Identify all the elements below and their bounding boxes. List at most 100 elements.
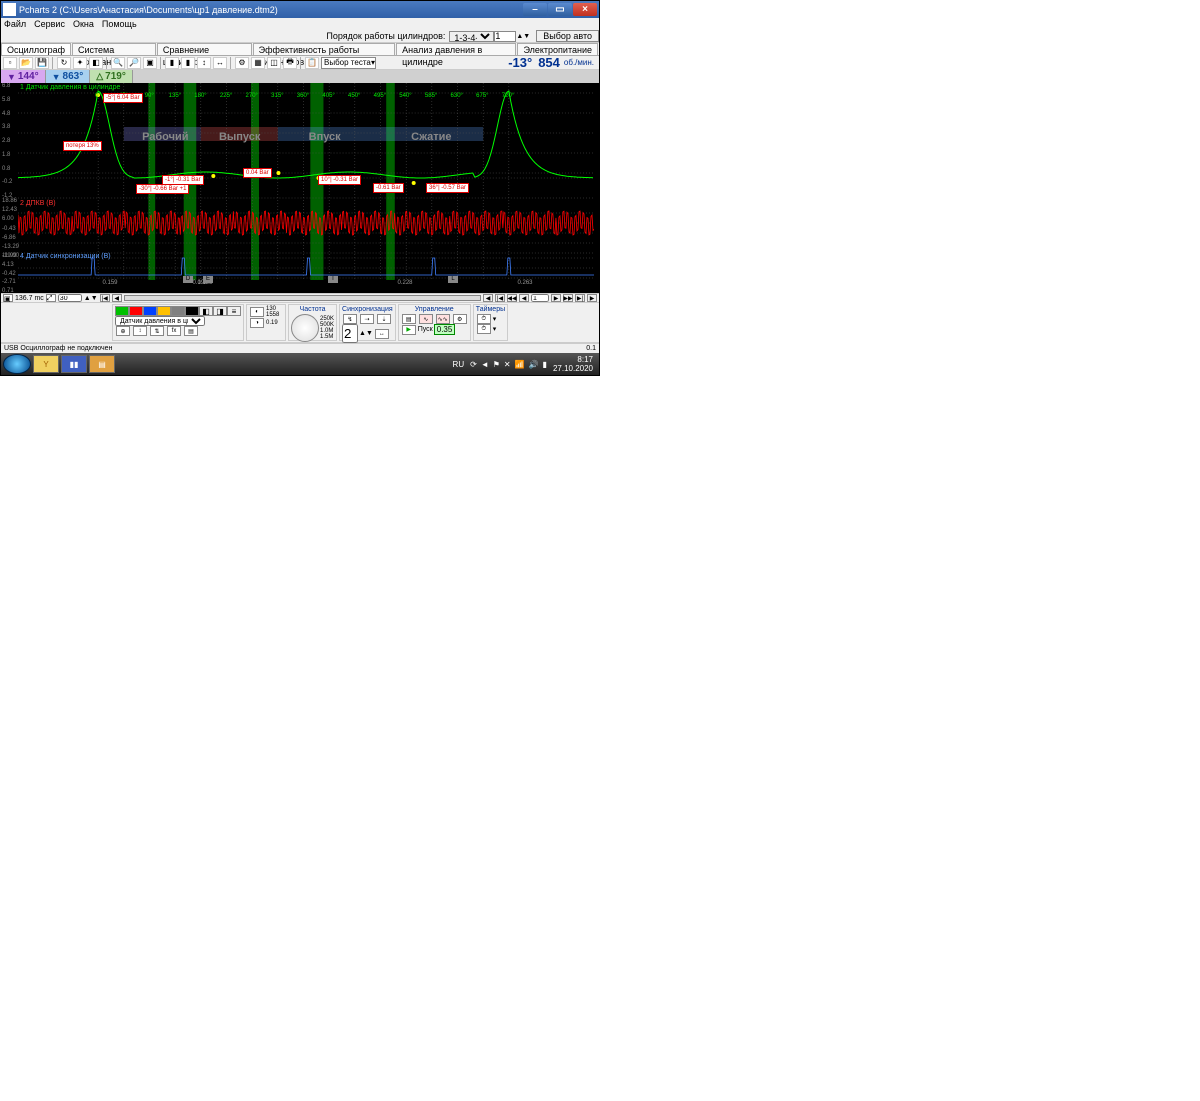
channel-toggle[interactable]: ◧ [199,306,213,316]
channel-color-button[interactable] [129,306,143,316]
grid-icon[interactable]: ▦ [251,57,265,69]
tray-icon[interactable]: 🔊 [529,360,539,369]
print-icon[interactable]: 🖶 [283,57,297,69]
maximize-button[interactable]: ▭ [548,3,572,16]
channel-toggle[interactable]: ≡ [227,306,241,316]
channel-toggle[interactable]: ◨ [213,306,227,316]
sync3[interactable]: ⇣ [377,314,391,324]
tab-pressure[interactable]: Анализ давления в цилиндре [396,43,516,55]
sync-val[interactable] [342,324,358,343]
clock[interactable]: 8:17 27.10.2020 [553,355,593,373]
tray-icon[interactable]: ⚑ [493,360,500,369]
tray-icon[interactable]: ▮ [543,360,547,369]
tab-oscilloscope[interactable]: Осциллограф [1,43,71,55]
marker-blue[interactable]: ▼863° [46,70,91,83]
timer1[interactable]: ⏱ [477,314,491,324]
app-window: Pcharts 2 (C:\Users\Анастасия\Documents\… [0,0,600,376]
nav-p4[interactable]: ◀ [519,294,529,302]
ch-btn4[interactable]: fx [167,326,181,336]
auto-select-button[interactable]: Выбор авто [536,30,599,42]
rng1[interactable]: ◐ [250,307,264,317]
nav-n4[interactable]: ▶ [587,294,597,302]
zoom-out-icon[interactable]: 🔎 [127,57,141,69]
ctrl1[interactable]: ▤ [402,314,416,324]
nav-p1[interactable]: ◀ [483,294,493,302]
rng2[interactable]: ◑ [250,318,264,328]
tab-ignition[interactable]: Система зажигания [72,43,156,55]
test-select[interactable]: Выбор теста▾ [321,57,376,69]
marker-green[interactable]: △719° [90,70,133,83]
ch-btn2[interactable]: ↕ [133,326,147,336]
new-icon[interactable]: ▫ [3,57,17,69]
start-button[interactable] [3,354,31,374]
order-spin[interactable] [494,31,516,42]
marker3-icon[interactable]: ↕ [197,57,211,69]
ch-btn3[interactable]: ⇅ [150,326,164,336]
marker1-icon[interactable]: ▮ [165,57,179,69]
refresh-icon[interactable]: ↻ [57,57,71,69]
menu-help[interactable]: Помощь [102,19,137,29]
channel-color-button[interactable] [185,306,199,316]
task-icon-2[interactable]: ▮▮ [61,355,87,373]
nav-p2[interactable]: |◀ [495,294,505,302]
cfg-icon[interactable]: ⚙ [235,57,249,69]
tool2-icon[interactable]: ◧ [89,57,103,69]
save-icon[interactable]: 💾 [35,57,49,69]
nav-prev[interactable]: ◀ [112,294,122,302]
sync1[interactable]: ↯ [343,314,357,324]
ctrl-wave1[interactable]: ∿ [419,314,433,324]
fit-icon[interactable]: ▣ [143,57,157,69]
minimize-button[interactable]: – [523,3,547,16]
tray-icon[interactable]: ◄ [481,360,489,369]
open-icon[interactable]: 📂 [19,57,33,69]
sensor-select[interactable]: Датчик давления в цилиндре [115,316,205,326]
tab-compare-cyl[interactable]: Сравнение цилиндров [157,43,252,55]
timer2[interactable]: ⏱ [477,324,491,334]
scrollbar[interactable] [124,295,481,301]
ch-btn1[interactable]: ⊕ [116,326,130,336]
expand-icon[interactable]: ⤢ [46,294,56,302]
play-button[interactable]: ▶ [402,325,416,335]
ch-btn5[interactable]: ▤ [184,326,198,336]
sync2[interactable]: ⇢ [360,314,374,324]
ctrl-wave2[interactable]: ∿∿ [436,314,450,324]
tab-efficiency[interactable]: Эффективность работы цилиндров [253,43,395,55]
tray-icon[interactable]: 📶 [515,360,525,369]
tool1-icon[interactable]: ✦ [73,57,87,69]
ctrl-cfg[interactable]: ⚙ [453,314,467,324]
callout: 10°| -0.31 Bar [318,175,361,185]
nav-first[interactable]: |◀ [100,294,110,302]
marker-purple[interactable]: ▼144° [1,70,46,83]
lang-indicator[interactable]: RU [453,360,465,369]
channel-color-button[interactable] [157,306,171,316]
nav-n3[interactable]: ▶| [575,294,585,302]
tray-icon[interactable]: ✕ [504,360,511,369]
nav-n1[interactable]: ▶ [551,294,561,302]
channel-color-button[interactable] [143,306,157,316]
task-icon-3[interactable]: ▤ [89,355,115,373]
zoom-in-icon[interactable]: 🔍 [111,57,125,69]
nav-icon[interactable]: ▣ [3,294,13,302]
zoom-spin[interactable] [58,294,82,302]
order-select[interactable]: 1-3-4-2 [449,31,494,42]
chart-area[interactable]: 6.85.84.83.82.81.80.8-0.2-1.218.8612.436… [1,83,599,293]
channel-color-button[interactable] [171,306,185,316]
sync4[interactable]: ↔ [375,329,389,339]
menu-file[interactable]: Файл [4,19,26,29]
clipboard-icon[interactable]: 📋 [305,57,319,69]
menu-service[interactable]: Сервис [34,19,65,29]
titlebar[interactable]: Pcharts 2 (C:\Users\Анастасия\Documents\… [1,1,599,18]
menu-windows[interactable]: Окна [73,19,94,29]
marker4-icon[interactable]: ↔ [213,57,227,69]
marker2-icon[interactable]: ▮ [181,57,195,69]
nav-p3[interactable]: ◀◀ [507,294,517,302]
close-button[interactable]: × [573,3,597,16]
nav-n2[interactable]: ▶▶ [563,294,573,302]
task-icon-1[interactable]: Y [33,355,59,373]
page-spin[interactable] [531,294,549,302]
tool5-icon[interactable]: ◫ [267,57,281,69]
tray-icon[interactable]: ⟳ [470,360,477,369]
channel-color-button[interactable] [115,306,129,316]
tab-power[interactable]: Электропитание [517,43,598,55]
freq-dial[interactable] [291,314,319,342]
